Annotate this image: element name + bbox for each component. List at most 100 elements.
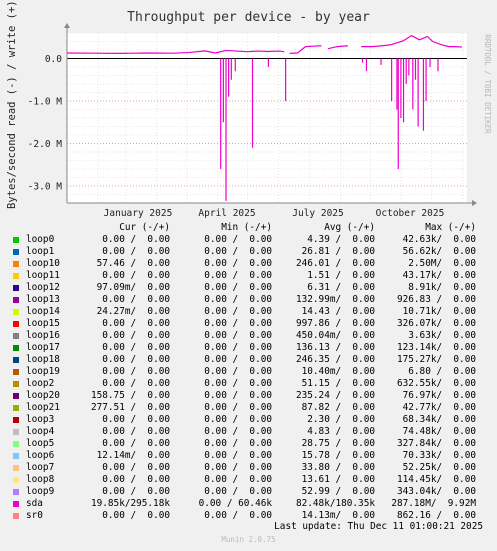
legend-avg: 10.40m/ 0.00 [301, 366, 375, 377]
legend-avg: 51.15 / 0.00 [301, 378, 375, 389]
legend-row: loop4 0.00 / 0.00 0.00 / 0.00 4.83 / 0.00 74… [0, 426, 497, 438]
legend-max: 8.91k/ 0.00 [408, 282, 476, 293]
legend-row: loop0 0.00 / 0.00 0.00 / 0.00 4.39 / 0.00 42… [0, 234, 497, 246]
legend-name: loop16 [26, 330, 60, 341]
legend-name: loop14 [26, 306, 60, 317]
legend-max: 10.71k/ 0.00 [402, 306, 476, 317]
legend-min: 0.00 / 60.46k [198, 498, 272, 509]
legend-row: sr0 0.00 / 0.00 0.00 / 0.00 14.13m/ 0.00 862… [0, 510, 497, 522]
legend-min: 0.00 / 0.00 [204, 510, 272, 521]
legend-row: loop9 0.00 / 0.00 0.00 / 0.00 52.99 / 0.00 3… [0, 486, 497, 498]
legend-name: loop5 [26, 438, 55, 449]
legend-row: loop8 0.00 / 0.00 0.00 / 0.00 13.61 / 0.00 1… [0, 474, 497, 486]
legend-row: loop19 0.00 / 0.00 0.00 / 0.00 10.40m/ 0.00… [0, 366, 497, 378]
legend-avg: 13.61 / 0.00 [301, 474, 375, 485]
legend-cur: 0.00 / 0.00 [102, 246, 170, 257]
legend-max: 327.84k/ 0.00 [396, 438, 476, 449]
legend-min: 0.00 / 0.00 [204, 318, 272, 329]
legend-max: 52.25k/ 0.00 [402, 462, 476, 473]
legend-cur: 0.00 / 0.00 [102, 510, 170, 521]
legend-min: 0.00 / 0.00 [204, 282, 272, 293]
legend-swatch [13, 453, 19, 459]
legend-swatch [13, 501, 19, 507]
legend-name: loop15 [26, 318, 60, 329]
legend-min: 0.00 / 0.00 [204, 354, 272, 365]
legend-cur: 0.00 / 0.00 [102, 330, 170, 341]
sda-write-line [289, 45, 322, 54]
legend-cur: 0.00 / 0.00 [102, 438, 170, 449]
legend-row: loop3 0.00 / 0.00 0.00 / 0.00 2.30 / 0.00 68… [0, 414, 497, 426]
legend-cur: 0.00 / 0.00 [102, 414, 170, 425]
legend-avg: 235.24 / 0.00 [295, 390, 375, 401]
legend-min: 0.00 / 0.00 [204, 294, 272, 305]
legend-cur: 0.00 / 0.00 [102, 486, 170, 497]
legend-min: 0.00 / 0.00 [204, 462, 272, 473]
legend-cur: 0.00 / 0.00 [102, 342, 170, 353]
x-tick-label: January 2025 [104, 208, 173, 219]
legend-row: loop1 0.00 / 0.00 0.00 / 0.00 26.81 / 0.00 5… [0, 246, 497, 258]
legend-swatch [13, 489, 19, 495]
legend-name: loop6 [26, 450, 55, 461]
legend-swatch [13, 429, 19, 435]
legend-name: loop18 [26, 354, 60, 365]
legend-row: loop13 0.00 / 0.00 0.00 / 0.00 132.99m/ 0.0… [0, 294, 497, 306]
legend-cur: 57.46 / 0.00 [96, 258, 170, 269]
legend-row: loop2 0.00 / 0.00 0.00 / 0.00 51.15 / 0.00 6… [0, 378, 497, 390]
sda-write-line [361, 34, 462, 48]
legend-max: 6.80 / 0.00 [408, 366, 476, 377]
legend-min: 0.00 / 0.00 [204, 450, 272, 461]
legend-cur: 12.14m/ 0.00 [96, 450, 170, 461]
legend-row: loop7 0.00 / 0.00 0.00 / 0.00 33.80 / 0.00 5… [0, 462, 497, 474]
chart-title: Throughput per device - by year [127, 10, 370, 25]
legend-cur: 24.27m/ 0.00 [96, 306, 170, 317]
legend-max: 2.50M/ 0.00 [408, 258, 476, 269]
legend-swatch [13, 297, 19, 303]
legend-max: 114.45k/ 0.00 [396, 474, 476, 485]
legend-name: loop4 [26, 426, 55, 437]
legend-cur: 0.00 / 0.00 [102, 318, 170, 329]
legend-avg: 4.39 / 0.00 [307, 234, 375, 245]
legend-avg: 26.81 / 0.00 [301, 246, 375, 257]
legend-min: 0.00 / 0.00 [204, 390, 272, 401]
legend-row: loop21 277.51 / 0.00 0.00 / 0.00 87.82 / 0.… [0, 402, 497, 414]
legend-name: loop17 [26, 342, 60, 353]
legend-swatch [13, 357, 19, 363]
x-tick-label: April 2025 [198, 208, 255, 219]
legend-cur: 0.00 / 0.00 [102, 462, 170, 473]
munin-version: Munin 2.0.75 [221, 535, 276, 544]
legend-row: loop12 97.09m/ 0.00 0.00 / 0.00 6.31 / 0.00… [0, 282, 497, 294]
x-axis-arrow [472, 200, 477, 206]
legend-min: 0.00 / 0.00 [204, 366, 272, 377]
series-lines [66, 34, 462, 201]
legend-min: 0.00 / 0.00 [204, 306, 272, 317]
legend-cur: 158.75 / 0.00 [90, 390, 170, 401]
legend-cur: 0.00 / 0.00 [102, 474, 170, 485]
legend-row: loop14 24.27m/ 0.00 0.00 / 0.00 14.43 / 0.0… [0, 306, 497, 318]
legend-row: loop5 0.00 / 0.00 0.00 / 0.00 28.75 / 0.00 3… [0, 438, 497, 450]
legend-row: loop10 57.46 / 0.00 0.00 / 0.00 246.01 / 0.… [0, 258, 497, 270]
legend-min: 0.00 / 0.00 [204, 246, 272, 257]
legend-avg: 82.48k/180.35k [295, 498, 375, 509]
legend-cur: 0.00 / 0.00 [102, 354, 170, 365]
legend-max: 68.34k/ 0.00 [402, 414, 476, 425]
legend-avg: 132.99m/ 0.00 [295, 294, 375, 305]
legend-max: 56.62k/ 0.00 [402, 246, 476, 257]
legend-max: 175.27k/ 0.00 [396, 354, 476, 365]
legend-swatch [13, 273, 19, 279]
legend-cur: 277.51 / 0.00 [90, 402, 170, 413]
x-tick-label: July 2025 [292, 208, 343, 219]
col-avg: Avg (-/+) [324, 222, 375, 233]
legend-cur: 19.85k/295.18k [90, 498, 170, 509]
legend-name: sda [26, 498, 43, 509]
legend-name: loop8 [26, 474, 55, 485]
legend-min: 0.00 / 0.00 [204, 438, 272, 449]
sda-write-line [66, 49, 285, 55]
legend-swatch [13, 309, 19, 315]
legend-avg: 1.51 / 0.00 [307, 270, 375, 281]
legend-max: 343.04k/ 0.00 [396, 486, 476, 497]
legend-max: 3.63k/ 0.00 [408, 330, 476, 341]
legend-name: loop3 [26, 414, 55, 425]
legend-row: loop18 0.00 / 0.00 0.00 / 0.00 246.35 / 0.0… [0, 354, 497, 366]
col-cur: Cur (-/+) [119, 222, 170, 233]
legend-max: 42.63k/ 0.00 [402, 234, 476, 245]
